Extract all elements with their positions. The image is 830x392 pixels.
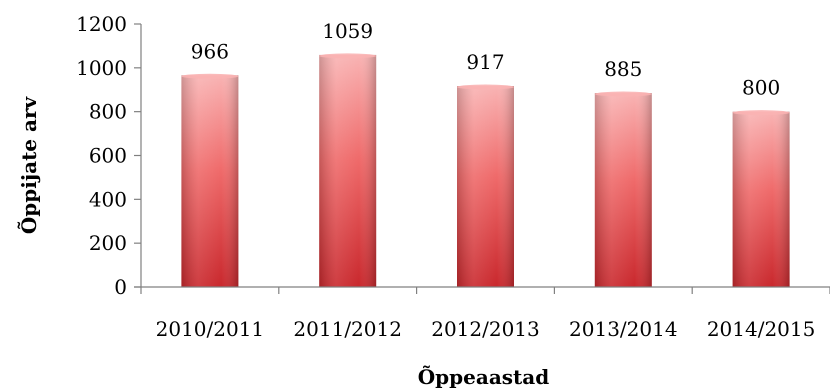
y-tick-label: 800 [89,100,127,124]
data-label: 917 [466,50,504,74]
y-axis-ticks: 0 200 400 600 800 1000 1200 [76,12,141,299]
bar-top-highlight [732,110,790,116]
y-tick-label: 0 [114,275,127,299]
bar-shading [732,111,790,288]
y-tick-label: 200 [89,231,127,255]
y-tick-label: 1000 [76,56,127,80]
x-tick-label: 2010/2011 [156,317,265,341]
bar-top-highlight [457,84,514,90]
x-tick-label: 2011/2012 [293,317,402,341]
bar-top-highlight [319,53,377,59]
data-label: 800 [742,76,780,100]
y-tick-label: 400 [89,187,127,211]
bar-shading [319,54,377,288]
data-labels-group: 966 1059 917 885 800 [191,19,780,100]
y-tick-label: 600 [89,144,127,168]
data-label: 885 [604,57,642,81]
x-tick-label: 2014/2015 [707,317,816,341]
data-label: 1059 [322,19,373,43]
data-label: 966 [191,39,229,63]
bar-top-highlight [181,73,239,79]
y-tick-label: 1200 [76,12,127,36]
x-axis-title: Õppeaastad [418,364,549,389]
bar-top-highlight [594,91,652,97]
x-axis-ticks: 2010/2011 2011/2012 2012/2013 2013/2014 2014… [140,287,830,341]
y-axis-title: Õppijate arv [16,96,41,235]
bar-shading [181,75,239,287]
bar-shading [594,93,652,287]
bars-group [181,53,790,288]
x-tick-label: 2013/2014 [569,317,678,341]
x-tick-label: 2012/2013 [431,317,540,341]
bar-shading [457,86,514,287]
